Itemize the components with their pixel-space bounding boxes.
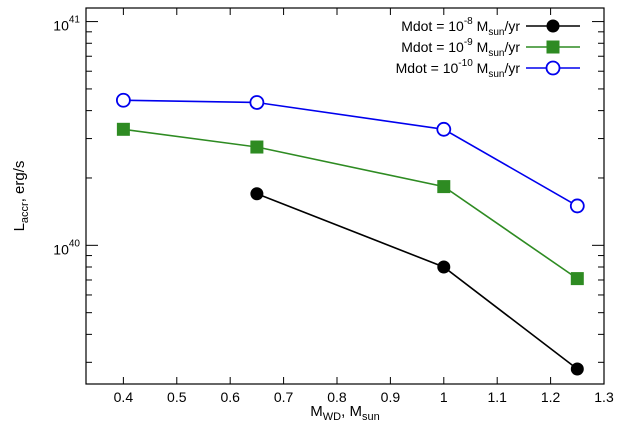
series-line: [123, 99, 578, 207]
x-tick-label: 1: [440, 389, 448, 405]
data-point: [250, 140, 264, 154]
y-label-rest: , erg/s: [11, 161, 28, 203]
data-point: [437, 180, 451, 194]
y-axis-ticks: 1040 1041: [53, 15, 604, 257]
legend-marker: [546, 19, 560, 33]
x-tick-label: 1.1: [487, 389, 507, 405]
legend-marker: [546, 40, 560, 54]
data-point: [249, 95, 265, 110]
x-label-base: M: [310, 403, 323, 420]
data-point: [436, 121, 452, 137]
x-tick-label: 1.3: [594, 389, 614, 405]
series-line: [123, 128, 578, 280]
legend-marker: [545, 60, 561, 76]
y-tick-label: 1041: [53, 15, 80, 34]
data-point: [250, 187, 264, 201]
x-axis-ticks: 0.4 0.5 0.6 0.7 0.8 0.9 1 1.1 1.2 1.3: [114, 8, 614, 405]
x-tick-label: 0.5: [167, 389, 187, 405]
y-label-base: L: [11, 223, 28, 231]
x-tick-label: 1.2: [541, 389, 561, 405]
x-axis-label: MWD, Msun: [310, 403, 379, 423]
series-2: [116, 122, 584, 286]
series-1: [250, 187, 584, 376]
legend-label: Mdot = 10-10 Msun/yr: [396, 58, 521, 80]
x-tick-label: 0.9: [381, 389, 401, 405]
series-line: [256, 193, 578, 370]
x-label-sub: WD: [323, 411, 341, 423]
data-point: [115, 92, 131, 108]
x-label-sub2: sun: [362, 411, 380, 423]
data-point: [116, 122, 130, 136]
x-tick-label: 0.7: [274, 389, 294, 405]
series-layer: [115, 92, 585, 376]
x-tick-label: 0.4: [114, 389, 134, 405]
x-tick-label: 0.8: [327, 389, 347, 405]
x-label-mid: , M: [341, 403, 362, 420]
data-point: [570, 272, 584, 286]
legend-label: Mdot = 10-8 Msun/yr: [401, 16, 520, 38]
y-tick-label: 1040: [53, 238, 80, 257]
data-point: [570, 362, 584, 376]
y-minor-ticks: [86, 31, 604, 363]
data-point: [437, 260, 451, 274]
data-point: [569, 198, 585, 214]
plot-frame: [85, 7, 605, 385]
y-label-sub: accr: [19, 202, 31, 223]
series-3: [115, 92, 585, 214]
y-axis-label: Laccr, erg/s: [11, 161, 31, 232]
legend-label: Mdot = 10-9 Msun/yr: [401, 37, 520, 59]
x-tick-label: 0.6: [220, 389, 240, 405]
